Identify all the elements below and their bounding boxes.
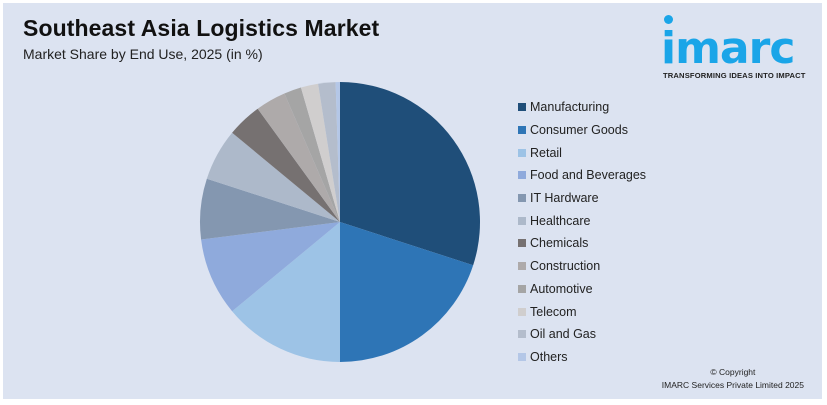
pie-chart	[199, 82, 480, 362]
legend-item: IT Hardware	[518, 187, 646, 210]
legend-label: Manufacturing	[530, 100, 610, 115]
legend-item: Others	[518, 346, 646, 369]
legend-label: Automotive	[530, 281, 593, 296]
legend-swatch-icon	[518, 284, 526, 293]
legend-label: Oil and Gas	[530, 327, 597, 342]
legend-swatch-icon	[518, 103, 526, 112]
legend-item: Food and Beverages	[518, 164, 646, 187]
legend-label: Healthcare	[530, 213, 591, 228]
legend-item: Manufacturing	[518, 96, 646, 119]
legend-item: Construction	[518, 255, 646, 278]
pie-slice-oil-and-gas	[318, 82, 340, 222]
legend-item: Healthcare	[518, 209, 646, 232]
legend-swatch-icon	[518, 194, 526, 203]
legend-swatch-icon	[518, 330, 526, 339]
logo-wordmark: imarc	[661, 23, 795, 74]
pie-slice-healthcare	[206, 132, 340, 222]
legend-swatch-icon	[518, 148, 526, 157]
legend: Manufacturing Consumer Goods Retail Food an…	[518, 96, 646, 368]
logo-tagline: TRANSFORMING IDEAS INTO IMPACT	[663, 71, 806, 80]
legend-item: Automotive	[518, 278, 646, 301]
legend-label: Chemicals	[530, 236, 589, 251]
logo-dot-icon	[664, 15, 673, 24]
legend-swatch-icon	[518, 352, 526, 361]
pie-slice-construction	[257, 93, 340, 222]
legend-item: Oil and Gas	[518, 323, 646, 346]
legend-item: Telecom	[518, 300, 646, 323]
pie-slice-it-hardware	[199, 178, 340, 240]
legend-swatch-icon	[518, 171, 526, 180]
chart-subtitle: Market Share by End Use, 2025 (in %)	[23, 46, 263, 62]
chart-frame: Southeast Asia Logistics Market Market S…	[3, 3, 822, 399]
legend-item: Chemicals	[518, 232, 646, 255]
pie-slice-telecom	[300, 83, 340, 222]
legend-swatch-icon	[518, 307, 526, 316]
pie-slice-manufacturing	[340, 82, 480, 266]
legend-swatch-icon	[518, 216, 526, 225]
legend-label: Food and Beverages	[530, 168, 647, 183]
legend-label: IT Hardware	[530, 191, 599, 206]
pie-slice-consumer-goods	[340, 222, 474, 362]
pie-slice-automotive	[284, 87, 340, 222]
pie-slice-chemicals	[232, 108, 340, 222]
legend-label: Consumer Goods	[530, 123, 628, 138]
pie-slice-food-and-beverages	[201, 222, 340, 312]
legend-swatch-icon	[518, 239, 526, 248]
legend-label: Retail	[530, 145, 562, 160]
pie-slice-others	[335, 82, 340, 222]
imarc-logo: imarc TRANSFORMING IDEAS INTO IMPACT	[661, 13, 821, 83]
legend-label: Telecom	[530, 304, 577, 319]
pie-slice-retail	[232, 222, 340, 362]
legend-swatch-icon	[518, 262, 526, 271]
copyright: © Copyright IMARC Services Private Limit…	[662, 366, 804, 392]
legend-label: Others	[530, 349, 568, 364]
legend-swatch-icon	[518, 126, 526, 135]
legend-label: Construction	[530, 259, 601, 274]
legend-item: Retail	[518, 141, 646, 164]
legend-item: Consumer Goods	[518, 119, 646, 142]
chart-title: Southeast Asia Logistics Market	[23, 15, 380, 41]
copyright-line-2: IMARC Services Private Limited 2025	[661, 380, 804, 390]
copyright-line-1: © Copyright	[710, 367, 756, 377]
